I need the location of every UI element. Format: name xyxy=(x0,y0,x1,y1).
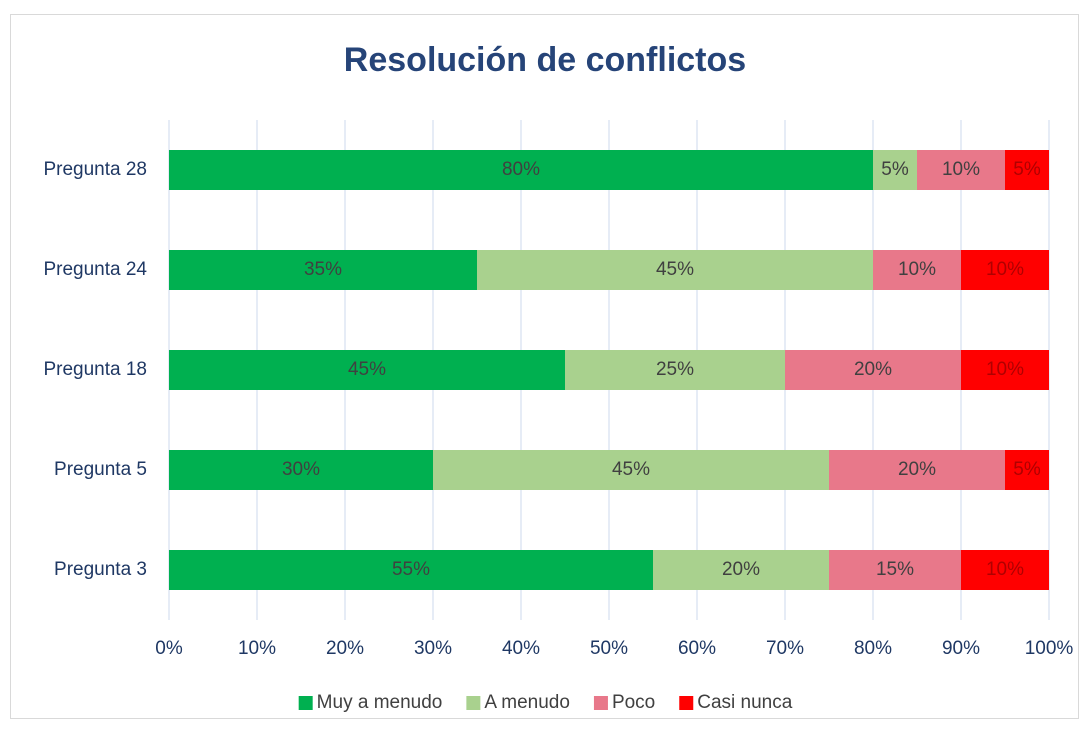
data-label: 10% xyxy=(942,159,980,180)
chart-title: Resolución de conflictos xyxy=(344,41,746,79)
data-label: 55% xyxy=(392,559,430,580)
bar-segment xyxy=(169,150,873,190)
legend-label: A menudo xyxy=(484,692,570,713)
bar-segment xyxy=(565,350,785,390)
data-label: 5% xyxy=(881,159,909,180)
x-tick-label: 20% xyxy=(326,638,364,659)
data-label: 45% xyxy=(612,459,650,480)
legend-label: Casi nunca xyxy=(697,692,792,713)
x-tick-label: 100% xyxy=(1025,638,1074,659)
x-tick-label: 30% xyxy=(414,638,452,659)
bar-segment xyxy=(961,550,1049,590)
data-label: 30% xyxy=(282,459,320,480)
legend-swatch xyxy=(593,696,608,710)
legend-label: Poco xyxy=(612,692,655,713)
bar-segment xyxy=(433,450,829,490)
x-tick-label: 80% xyxy=(854,638,892,659)
data-label: 20% xyxy=(854,359,892,380)
x-tick-label: 90% xyxy=(942,638,980,659)
x-tick-label: 50% xyxy=(590,638,628,659)
legend-label: Muy a menudo xyxy=(317,692,443,713)
data-label: 10% xyxy=(898,259,936,280)
x-tick-label: 10% xyxy=(238,638,276,659)
bar-segment xyxy=(1005,450,1049,490)
bar-segment xyxy=(829,450,1005,490)
y-tick-label: Pregunta 3 xyxy=(54,559,147,580)
data-label: 15% xyxy=(876,559,914,580)
y-tick-label: Pregunta 18 xyxy=(43,359,147,380)
bar-segment xyxy=(917,150,1005,190)
data-label: 20% xyxy=(722,559,760,580)
y-tick-label: Pregunta 28 xyxy=(43,159,147,180)
bar-segment xyxy=(829,550,961,590)
bar-segment xyxy=(169,350,565,390)
bar-segment xyxy=(477,250,873,290)
data-label: 25% xyxy=(656,359,694,380)
bar-segment xyxy=(1005,150,1049,190)
bar-segment xyxy=(873,150,917,190)
data-label: 35% xyxy=(304,259,342,280)
data-label: 20% xyxy=(898,459,936,480)
data-label: 45% xyxy=(656,259,694,280)
x-tick-label: 70% xyxy=(766,638,804,659)
bar-segment xyxy=(169,450,433,490)
legend-swatch xyxy=(679,696,694,710)
bar-segment xyxy=(873,250,961,290)
data-label: 10% xyxy=(986,359,1024,380)
data-label: 45% xyxy=(348,359,386,380)
x-tick-label: 0% xyxy=(155,638,183,659)
bar-segment xyxy=(653,550,829,590)
x-tick-label: 60% xyxy=(678,638,716,659)
legend-swatch xyxy=(466,696,481,710)
data-label: 10% xyxy=(986,259,1024,280)
x-tick-label: 40% xyxy=(502,638,540,659)
data-label: 5% xyxy=(1013,459,1041,480)
legend-swatch xyxy=(298,696,313,710)
y-tick-label: Pregunta 24 xyxy=(43,259,147,280)
bar-segment xyxy=(169,550,653,590)
data-label: 5% xyxy=(1013,159,1041,180)
y-tick-label: Pregunta 5 xyxy=(54,459,147,480)
data-label: 10% xyxy=(986,559,1024,580)
bar-segment xyxy=(169,250,477,290)
data-label: 80% xyxy=(502,159,540,180)
bar-segment xyxy=(961,250,1049,290)
bar-segment xyxy=(785,350,961,390)
bar-segment xyxy=(961,350,1049,390)
